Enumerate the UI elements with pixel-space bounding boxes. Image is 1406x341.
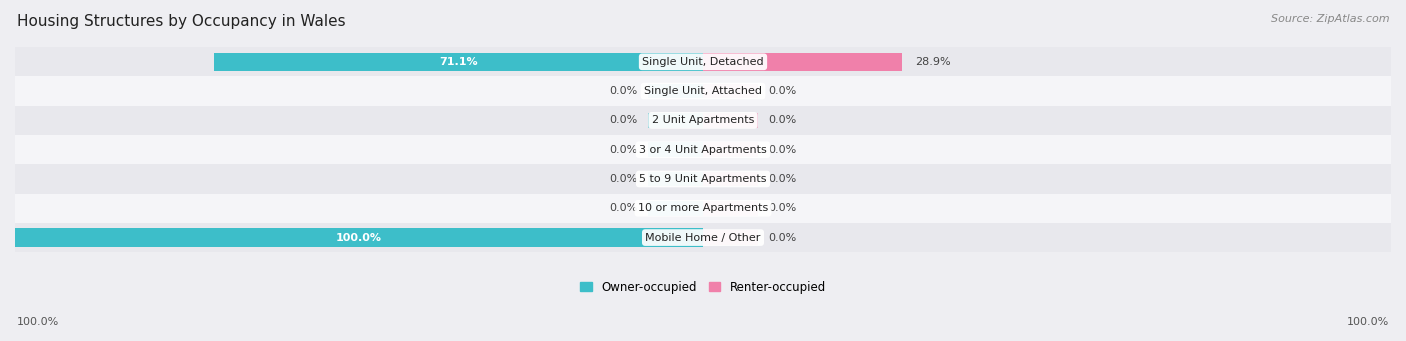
Text: 0.0%: 0.0% [609,86,638,96]
Bar [648,201,703,216]
Bar [15,223,1391,252]
Text: 100.0%: 100.0% [336,233,382,242]
Text: 3 or 4 Unit Apartments: 3 or 4 Unit Apartments [640,145,766,155]
Text: 5 to 9 Unit Apartments: 5 to 9 Unit Apartments [640,174,766,184]
Bar [15,164,1391,194]
Text: Single Unit, Attached: Single Unit, Attached [644,86,762,96]
Bar [15,228,703,247]
Text: 0.0%: 0.0% [768,145,797,155]
Bar [703,113,758,128]
Text: Mobile Home / Other: Mobile Home / Other [645,233,761,242]
Bar [703,230,758,245]
Text: Source: ZipAtlas.com: Source: ZipAtlas.com [1271,14,1389,24]
Text: 0.0%: 0.0% [768,115,797,125]
Bar [15,135,1391,164]
Text: 0.0%: 0.0% [609,115,638,125]
Text: Housing Structures by Occupancy in Wales: Housing Structures by Occupancy in Wales [17,14,346,29]
Text: 2 Unit Apartments: 2 Unit Apartments [652,115,754,125]
Text: 10 or more Apartments: 10 or more Apartments [638,203,768,213]
Text: 71.1%: 71.1% [439,57,478,67]
Text: 0.0%: 0.0% [768,233,797,242]
Bar [15,47,1391,76]
Text: 0.0%: 0.0% [768,174,797,184]
Bar [703,172,758,186]
Bar [214,53,703,71]
Bar [15,106,1391,135]
Text: 0.0%: 0.0% [609,174,638,184]
Text: Single Unit, Detached: Single Unit, Detached [643,57,763,67]
Text: 28.9%: 28.9% [915,57,952,67]
Text: 100.0%: 100.0% [17,317,59,327]
Text: 0.0%: 0.0% [609,203,638,213]
Bar [703,84,758,98]
Bar [648,84,703,98]
Bar [648,172,703,186]
Bar [703,201,758,216]
Legend: Owner-occupied, Renter-occupied: Owner-occupied, Renter-occupied [579,281,827,294]
Bar [648,143,703,157]
Bar [15,76,1391,106]
Text: 0.0%: 0.0% [768,203,797,213]
Text: 100.0%: 100.0% [1347,317,1389,327]
Bar [703,53,901,71]
Bar [703,143,758,157]
Text: 0.0%: 0.0% [609,145,638,155]
Text: 0.0%: 0.0% [768,86,797,96]
Bar [15,194,1391,223]
Bar [648,113,703,128]
